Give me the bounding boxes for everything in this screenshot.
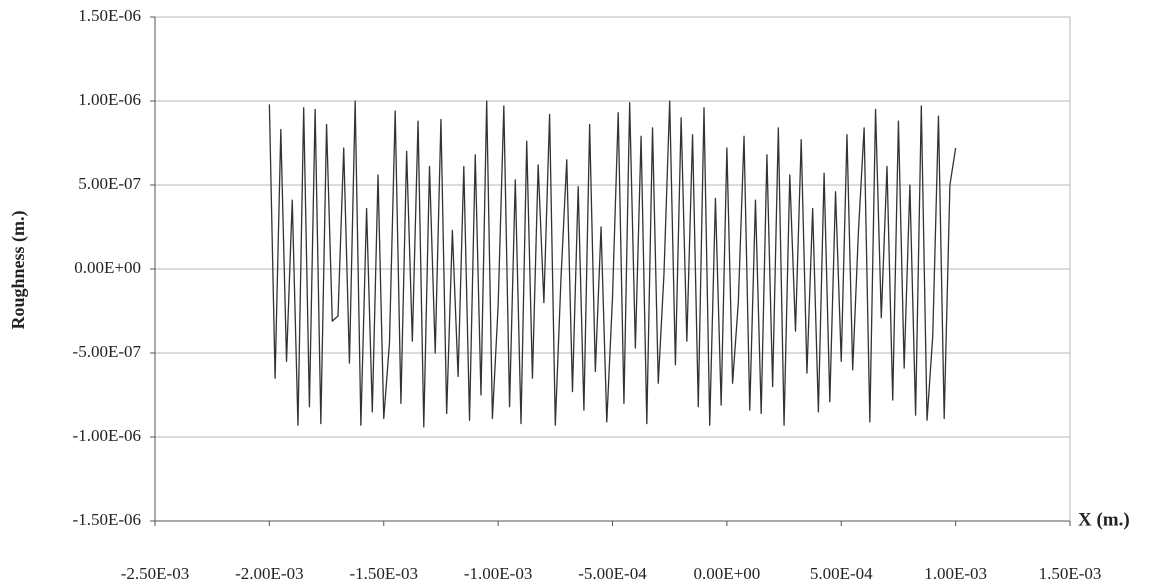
x-tick-label: 0.00E+00 bbox=[694, 564, 761, 583]
y-tick-label: -1.50E-06 bbox=[73, 510, 141, 529]
y-tick-label: 0.00E+00 bbox=[74, 258, 141, 277]
y-axis-label: Roughness (m.) bbox=[8, 210, 29, 329]
x-tick-label: -1.00E-03 bbox=[464, 564, 532, 583]
y-tick-label: -1.00E-06 bbox=[73, 426, 141, 445]
y-tick-label: -5.00E-07 bbox=[73, 342, 142, 361]
data-line bbox=[268, 100, 957, 428]
x-tick-label: -2.50E-03 bbox=[121, 564, 189, 583]
y-tick-label: 1.50E-06 bbox=[78, 6, 141, 25]
x-tick-label: 5.00E-04 bbox=[810, 564, 873, 583]
y-tick-label: 1.00E-06 bbox=[78, 90, 141, 109]
x-tick-label: 1.50E-03 bbox=[1039, 564, 1102, 583]
y-tick-label: 5.00E-07 bbox=[78, 174, 141, 193]
x-tick-label: 1.00E-03 bbox=[924, 564, 987, 583]
x-tick-label: -2.00E-03 bbox=[235, 564, 303, 583]
x-tick-label: -1.50E-03 bbox=[350, 564, 418, 583]
x-tick-label: -5.00E-04 bbox=[578, 564, 647, 583]
x-axis-label: X (m.) bbox=[1078, 509, 1130, 530]
